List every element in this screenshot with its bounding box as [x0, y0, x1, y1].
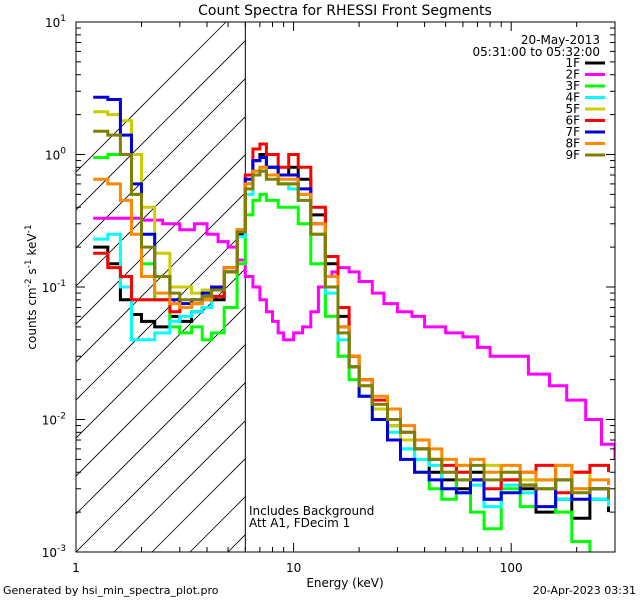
- legend-label: 2F: [565, 68, 580, 82]
- chart-title: Count Spectra for RHESSI Front Segments: [198, 3, 492, 19]
- legend-label: 6F: [565, 114, 580, 128]
- legend-label: 1F: [565, 56, 580, 70]
- legend-label: 4F: [565, 91, 580, 105]
- series-group: [93, 95, 615, 552]
- series-4F: [93, 169, 610, 509]
- x-axis-label: Energy (keV): [306, 576, 383, 590]
- y-tick-label: 10-3: [42, 544, 66, 560]
- series-8F: [93, 165, 610, 491]
- hatch-line: [151, 458, 245, 552]
- legend-label: 9F: [565, 148, 580, 162]
- annotation-attenuator: Att A1, FDecim 1: [249, 516, 350, 530]
- footer-timestamp: 20-Apr-2023 03:31: [533, 584, 636, 597]
- hatch-line: [113, 420, 245, 552]
- hatch-line: [76, 382, 245, 552]
- hatch-line: [76, 344, 245, 515]
- axis-ticks: 1 10 100 10-3 10-2 10-1 100 101: [42, 14, 616, 575]
- x-tick-label: 100: [500, 561, 523, 575]
- series-9F: [93, 129, 610, 500]
- hatch-line: [76, 268, 245, 439]
- hatch-line: [76, 40, 245, 211]
- x-tick-label: 10: [286, 561, 301, 575]
- series-2F: [93, 216, 615, 460]
- hatch-line: [76, 78, 245, 249]
- y-tick-label: 10-1: [42, 279, 66, 295]
- y-tick-label: 10-2: [42, 412, 66, 428]
- series-1F: [93, 153, 610, 520]
- hatch-line: [76, 306, 245, 477]
- footer-generated-by: Generated by hsi_min_spectra_plot.pro: [3, 584, 219, 597]
- y-tick-label: 101: [45, 14, 66, 30]
- legend-label: 5F: [565, 102, 580, 116]
- y-axis-label: counts cm-2 s-1 keV-1: [24, 224, 39, 349]
- legend-label: 3F: [565, 79, 580, 93]
- legend-label: 7F: [565, 125, 580, 139]
- x-tick-label: 1: [72, 561, 80, 575]
- hatch-line: [76, 22, 227, 173]
- legend-label: 8F: [565, 137, 580, 151]
- hatch-line: [76, 154, 245, 325]
- y-tick-label: 100: [45, 147, 66, 163]
- hatch-line: [76, 192, 245, 363]
- time-range-label: 05:31:00 to 05:32:00: [473, 45, 600, 59]
- series-3F: [93, 153, 592, 552]
- annotation-background: Includes Background: [249, 504, 374, 518]
- date-label: 20-May-2013: [521, 33, 600, 47]
